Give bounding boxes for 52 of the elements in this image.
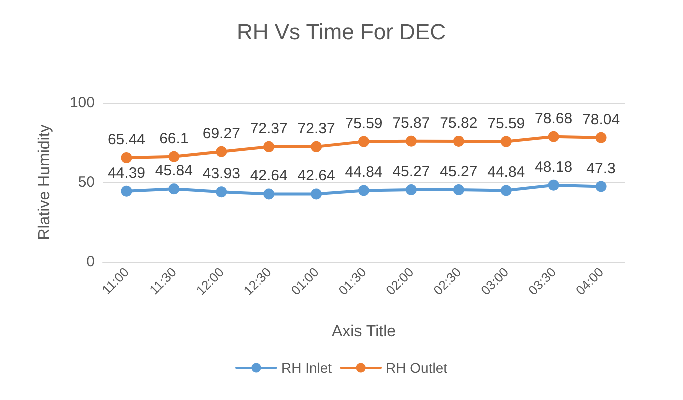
data-label: 44.39: [108, 164, 146, 182]
y-tick-label: 0: [86, 254, 95, 270]
data-label: 75.87: [392, 114, 430, 132]
point: [121, 152, 132, 164]
data-label: 43.93: [202, 166, 240, 183]
point: [500, 185, 512, 196]
point: [216, 146, 228, 158]
data-label: 72.37: [298, 120, 336, 138]
point: [453, 136, 464, 147]
data-label: 78.04: [582, 111, 620, 128]
x-axis-title: Axis Title: [332, 324, 396, 340]
point: [311, 188, 322, 200]
point: [216, 186, 228, 198]
point: [121, 186, 132, 197]
legend-label: RH Inlet: [281, 360, 332, 376]
data-label: 45.27: [440, 164, 478, 181]
data-label: 75.59: [345, 115, 383, 132]
y-tick-label: 50: [78, 174, 95, 191]
point: [596, 132, 607, 144]
data-label: 48.18: [535, 158, 573, 176]
point: [168, 151, 180, 162]
point: [358, 136, 370, 148]
data-label: 75.82: [440, 114, 478, 132]
point: [358, 185, 370, 196]
point: [406, 184, 417, 196]
point: [264, 141, 275, 152]
data-label: 72.37: [250, 120, 288, 138]
point: [596, 181, 607, 192]
chart-title: RH Vs Time For DEC: [236, 20, 446, 44]
point: [548, 131, 560, 142]
data-label: 44.84: [488, 164, 526, 182]
data-label: 65.44: [108, 131, 146, 148]
point: [453, 184, 464, 196]
point: [500, 136, 512, 148]
y-axis-title: Rlative Humidity: [36, 124, 54, 240]
point: [548, 180, 560, 191]
y-tick-label: 100: [70, 94, 95, 112]
point: [264, 188, 275, 200]
data-label: 44.84: [345, 164, 383, 182]
data-label: 47.3: [586, 160, 616, 178]
data-label: 45.27: [392, 164, 430, 181]
point: [311, 141, 322, 152]
data-label: 69.27: [202, 125, 240, 142]
data-label: 45.84: [155, 162, 193, 180]
data-label: 42.64: [250, 168, 288, 185]
data-label: 75.59: [488, 115, 526, 132]
point: [168, 184, 180, 195]
data-label: 42.64: [298, 168, 336, 185]
legend-label: RH Outlet: [386, 360, 448, 376]
data-label: 66.1: [160, 130, 189, 148]
data-label: 78.68: [535, 110, 573, 128]
point: [406, 136, 417, 147]
